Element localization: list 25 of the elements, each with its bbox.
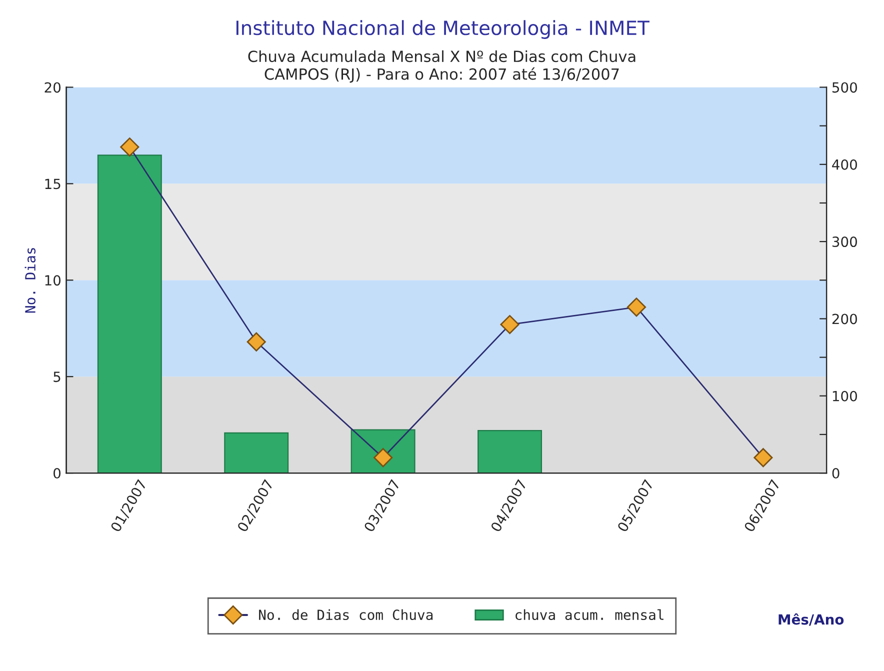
point <box>626 298 646 317</box>
y-tick-label: 20 <box>44 82 61 93</box>
y2-tick-label: 500 <box>832 82 857 93</box>
y-axis-title: No. Dias <box>24 248 36 313</box>
y-tick-label: 5 <box>54 372 60 382</box>
point <box>246 332 266 352</box>
chart-title: Instituto Nacional de Meteorologia - INMET <box>236 20 650 39</box>
y2-tick-label: 100 <box>832 390 857 402</box>
bar <box>478 430 542 474</box>
y-tick-label: 15 <box>45 178 60 190</box>
text: Mês/Ano <box>778 613 844 626</box>
y-tick-label: 10 <box>45 275 61 286</box>
y2-tick-label: 300 <box>832 236 857 248</box>
y2-tick-label: 400 <box>832 159 857 170</box>
y2-tick-label: 0 <box>832 468 840 479</box>
legend-label: chuva acum. mensal <box>516 609 664 620</box>
bar <box>97 154 162 474</box>
point <box>120 138 140 157</box>
y2-tick-label: 200 <box>832 314 857 324</box>
legend-label: No. de Dias com Chuva <box>259 609 433 620</box>
point <box>754 448 773 468</box>
point <box>500 314 520 334</box>
y-tick-label: 0 <box>54 468 61 479</box>
bar <box>224 432 289 474</box>
chart-subtitle: Chuva Acumulada Mensal X Nº de Dias com Chuva CAMPOS (RJ) - Para o Ano: 2007 até 13/6/2007 <box>248 50 636 83</box>
